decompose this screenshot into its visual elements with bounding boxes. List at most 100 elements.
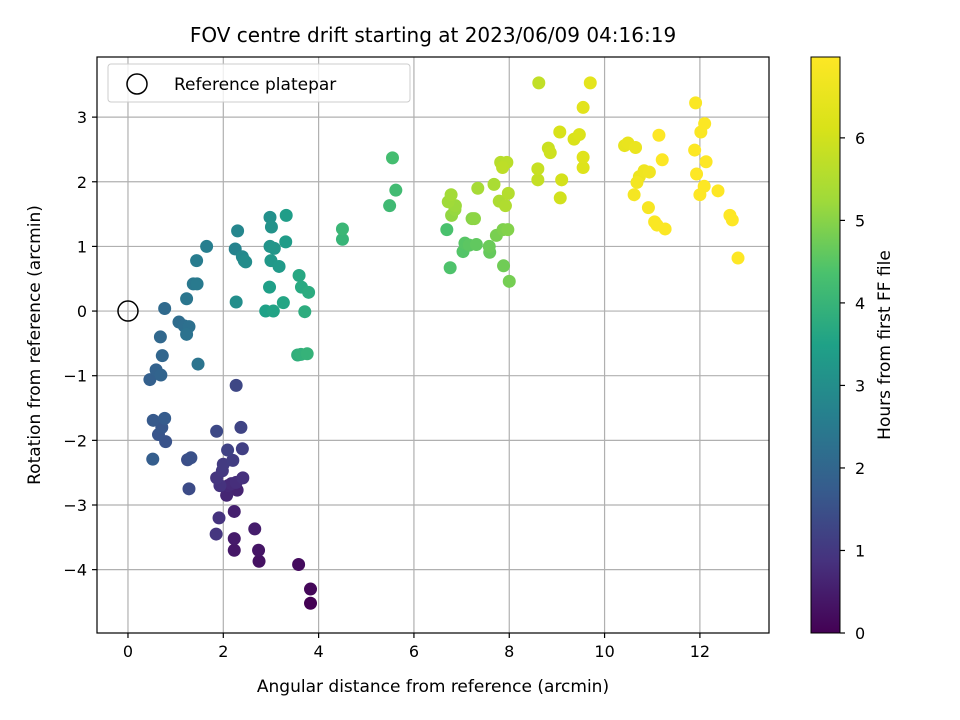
data-point bbox=[212, 511, 226, 525]
data-point bbox=[627, 188, 641, 202]
data-point bbox=[229, 295, 243, 309]
legend-box bbox=[107, 63, 411, 103]
data-point bbox=[469, 237, 483, 251]
data-point bbox=[502, 274, 516, 288]
reference-platepar-marker bbox=[117, 300, 139, 322]
x-tick-label: 8 bbox=[504, 642, 514, 661]
data-point bbox=[501, 186, 515, 200]
data-point bbox=[532, 76, 546, 90]
data-point bbox=[236, 471, 250, 485]
y-axis-label: Rotation from reference (arcmin) bbox=[25, 205, 45, 485]
data-point bbox=[698, 117, 712, 131]
data-point bbox=[191, 357, 205, 371]
data-point bbox=[302, 285, 316, 299]
data-point bbox=[443, 261, 457, 275]
data-point bbox=[629, 141, 643, 155]
colorbar-tick-label: 1 bbox=[855, 541, 865, 560]
reference-marker-group bbox=[117, 300, 139, 322]
data-point bbox=[501, 223, 515, 237]
colorbar-tick-label: 2 bbox=[855, 459, 865, 478]
colorbar-gradient bbox=[810, 56, 841, 634]
data-point bbox=[180, 327, 194, 341]
data-point bbox=[572, 128, 586, 142]
data-point bbox=[497, 259, 511, 273]
data-point bbox=[154, 368, 168, 382]
data-point bbox=[693, 188, 707, 202]
legend-label: Reference platepar bbox=[174, 75, 336, 95]
y-tick-label: −1 bbox=[63, 367, 87, 386]
data-point bbox=[190, 254, 204, 268]
data-point bbox=[498, 199, 512, 213]
data-point bbox=[221, 443, 235, 457]
data-point bbox=[553, 125, 567, 139]
data-point bbox=[263, 210, 277, 224]
data-point bbox=[190, 277, 204, 291]
data-point bbox=[440, 223, 454, 237]
data-point bbox=[279, 208, 293, 222]
data-point bbox=[267, 241, 281, 255]
data-point bbox=[652, 128, 666, 142]
data-point bbox=[158, 301, 172, 315]
data-points bbox=[143, 76, 745, 610]
y-tick-label: 3 bbox=[77, 108, 87, 127]
y-tick-label: −3 bbox=[63, 496, 87, 515]
data-point bbox=[184, 451, 198, 465]
data-point bbox=[389, 183, 403, 197]
data-point bbox=[146, 452, 160, 466]
colorbar: 0 1 2 3 4 5 6 Hours from first FF file bbox=[810, 56, 895, 643]
data-point bbox=[292, 557, 306, 571]
x-axis-label: Angular distance from reference (arcmin) bbox=[257, 677, 609, 697]
data-point bbox=[688, 143, 702, 157]
data-point bbox=[200, 239, 214, 253]
data-point bbox=[279, 235, 293, 249]
data-point bbox=[487, 177, 501, 191]
data-point bbox=[182, 482, 196, 496]
x-tick-label: 6 bbox=[409, 642, 419, 661]
data-point bbox=[304, 582, 318, 596]
data-point bbox=[220, 488, 234, 502]
data-point bbox=[239, 255, 253, 269]
data-point bbox=[229, 378, 243, 392]
colorbar-ticks: 0 1 2 3 4 5 6 bbox=[840, 129, 865, 643]
grid-lines bbox=[97, 57, 769, 633]
data-point bbox=[576, 161, 590, 175]
data-point bbox=[227, 504, 241, 518]
data-point bbox=[252, 554, 266, 568]
y-tick-label: −2 bbox=[63, 431, 87, 450]
data-point bbox=[298, 305, 312, 319]
data-point bbox=[231, 224, 245, 238]
data-point bbox=[153, 330, 167, 344]
legend-marker-icon bbox=[126, 73, 148, 95]
data-point bbox=[180, 292, 194, 306]
data-point bbox=[300, 347, 314, 361]
data-point bbox=[543, 146, 557, 160]
data-point bbox=[209, 527, 223, 541]
x-tick-label: 2 bbox=[218, 642, 228, 661]
data-point bbox=[482, 239, 496, 253]
data-point bbox=[496, 161, 510, 175]
data-point bbox=[146, 413, 160, 427]
data-point bbox=[385, 151, 399, 165]
colorbar-tick-label: 5 bbox=[855, 211, 865, 230]
data-point bbox=[383, 199, 397, 213]
x-tick-label: 0 bbox=[123, 642, 133, 661]
x-tick-label: 10 bbox=[594, 642, 614, 661]
data-point bbox=[155, 349, 169, 363]
data-point bbox=[467, 212, 481, 226]
data-point bbox=[158, 411, 172, 425]
legend: Reference platepar bbox=[107, 63, 411, 103]
data-point bbox=[227, 532, 241, 546]
data-point bbox=[531, 173, 545, 187]
data-point bbox=[227, 543, 241, 557]
colorbar-label: Hours from first FF file bbox=[875, 250, 895, 440]
data-point bbox=[252, 543, 266, 557]
data-point bbox=[292, 269, 306, 283]
data-point bbox=[658, 222, 672, 236]
data-point bbox=[234, 420, 248, 434]
data-point bbox=[690, 167, 704, 181]
data-point bbox=[248, 522, 262, 536]
colorbar-tick-label: 4 bbox=[855, 294, 865, 313]
data-point bbox=[226, 453, 240, 467]
colorbar-tick-label: 0 bbox=[855, 624, 865, 643]
